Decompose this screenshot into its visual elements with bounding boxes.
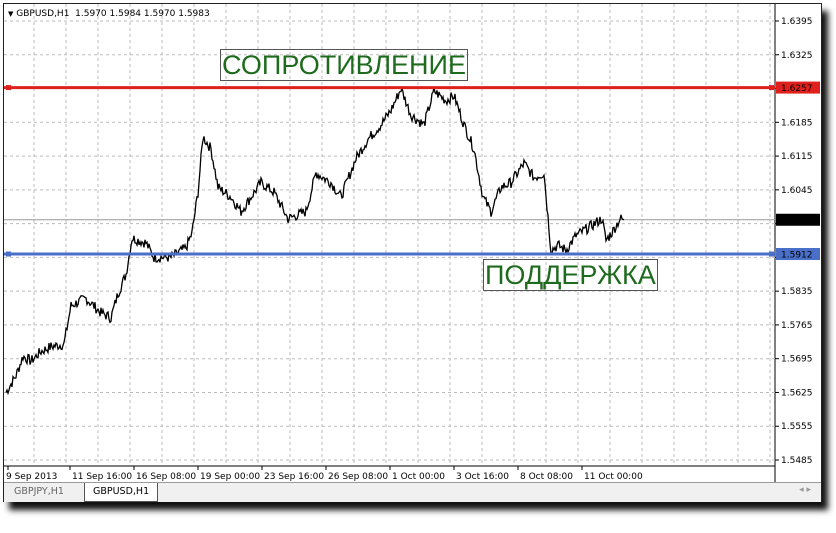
tab-scroll-arrows[interactable]: ◂ ▸ [799, 485, 811, 495]
y-tick-label: 1.6045 [781, 186, 813, 196]
price-line-series [5, 85, 625, 396]
current-price-label: 1.5983 [781, 216, 813, 226]
y-tick-label: 1.6185 [781, 118, 813, 128]
y-tick-label: 1.5695 [781, 355, 813, 365]
resistance-label[interactable]: СОПРОТИВЛЕНИЕ [220, 49, 468, 81]
price-chart[interactable]: 1.6395 1.6325 1.6185 1.6115 1.6045 1.5835 1.57… [4, 4, 821, 482]
resistance-line-price-label: 1.6257 [781, 84, 813, 94]
tab-gbpjpy[interactable]: GBPJPY,H1 [14, 486, 64, 497]
support-line-handle-right [769, 251, 774, 257]
y-tick-label: 1.5485 [781, 456, 813, 466]
y-tick-label: 1.6115 [781, 152, 813, 162]
x-tick-label: 11 Oct 00:00 [584, 472, 643, 482]
triangle-down-icon[interactable]: ▼ [8, 10, 14, 18]
x-tick-label: 26 Sep 08:00 [328, 472, 388, 482]
x-tick-label: 1 Oct 00:00 [392, 472, 445, 482]
resistance-line-handle-left [6, 85, 11, 91]
ohlc-values: 1.5970 1.5984 1.5970 1.5983 [75, 9, 210, 19]
y-tick-label: 1.6395 [781, 17, 813, 27]
x-tick-label: 11 Sep 16:00 [72, 472, 132, 482]
resistance-line-price-badge [776, 81, 820, 94]
resistance-line-handle-right [769, 85, 774, 91]
x-tick-label: 9 Sep 2013 [6, 472, 57, 482]
chart-tabs: GBPJPY,H1 GBPUSD,H1 ◂ ▸ [4, 482, 821, 502]
tab-gbpusd[interactable]: GBPUSD,H1 [84, 483, 159, 502]
y-tick-label: 1.5835 [781, 287, 813, 297]
x-tick-label: 16 Sep 08:00 [136, 472, 196, 482]
support-line-price-badge [776, 248, 820, 261]
symbol-label: GBPUSD,H1 [16, 9, 70, 19]
chart-window: 1.6395 1.6325 1.6185 1.6115 1.6045 1.5835 1.57… [3, 3, 822, 502]
chart-header: ▼ GBPUSD,H1 1.5970 1.5984 1.5970 1.5983 [8, 9, 210, 19]
current-price-badge [776, 213, 820, 226]
x-tick-label: 23 Sep 16:00 [264, 472, 324, 482]
y-tick-label: 1.5555 [781, 422, 813, 432]
y-tick-label: 1.6325 [781, 51, 813, 61]
x-tick-label: 8 Oct 08:00 [520, 472, 573, 482]
support-line-price-label: 1.5912 [781, 251, 813, 261]
support-line-handle-left [6, 251, 11, 257]
x-tick-label: 19 Sep 00:00 [200, 472, 260, 482]
y-tick-label: 1.5625 [781, 388, 813, 398]
x-tick-label: 3 Oct 16:00 [456, 472, 509, 482]
y-tick-label: 1.5765 [781, 321, 813, 331]
support-label[interactable]: ПОДДЕРЖКА [483, 259, 658, 291]
